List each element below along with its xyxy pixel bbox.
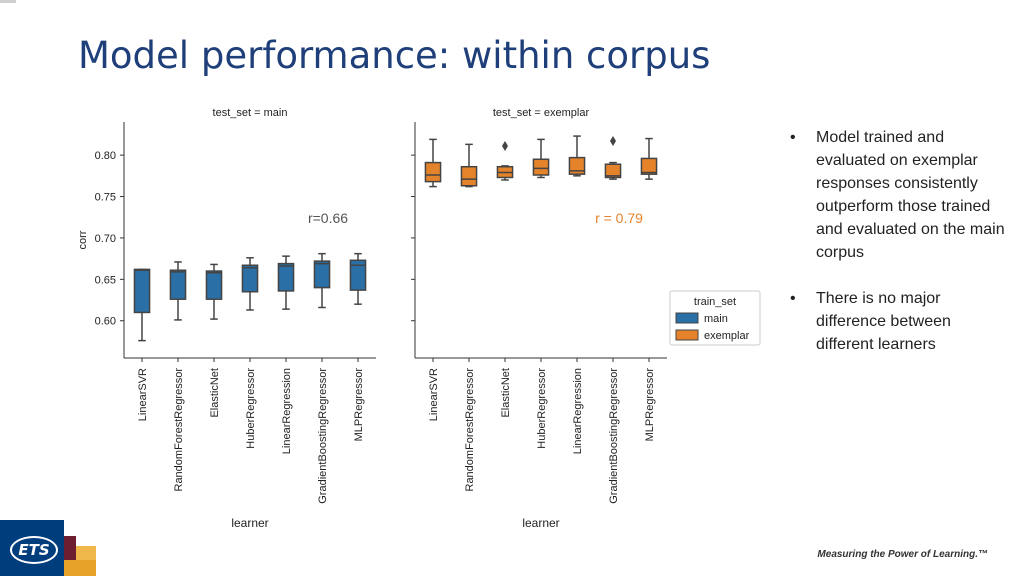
box-plot-chart: corr test_set = main 0.80 0.75 0.70 0.65 0.60 L… xyxy=(77,107,761,530)
box-LinearSVR xyxy=(424,161,442,183)
x-tick-label: RandomForestRegressor xyxy=(464,368,476,492)
logo-block-yellow xyxy=(64,560,96,576)
legend-swatch xyxy=(675,329,699,341)
x-tick-label: ElasticNet xyxy=(500,368,512,418)
x-tick-label: LinearRegression xyxy=(281,368,293,454)
box-HuberRegressor xyxy=(241,264,259,293)
logo-block-maroon xyxy=(64,536,76,560)
logo-text: ETS xyxy=(10,536,58,564)
box-LinearRegression xyxy=(568,156,586,175)
legend-label: exemplar xyxy=(704,330,750,342)
tagline: Measuring the Power of Learning.™ xyxy=(817,549,988,560)
legend-title: train_set xyxy=(694,296,736,308)
y-axis-label: corr xyxy=(77,230,89,249)
x-tick-label: ElasticNet xyxy=(209,368,221,418)
x-tick-label: HuberRegressor xyxy=(245,368,257,449)
y-tick-label: 0.70 xyxy=(95,233,116,245)
x-tick-label: LinearRegression xyxy=(572,368,584,454)
x-tick-label: HuberRegressor xyxy=(536,368,548,449)
box-LinearRegression xyxy=(277,262,295,292)
box-ElasticNet xyxy=(205,270,223,300)
y-tick-label: 0.75 xyxy=(95,192,116,204)
bullet-item: Model trained and evaluated on exemplar … xyxy=(790,126,1010,264)
box-LinearSVR xyxy=(133,268,151,314)
box-RandomForestRegressor xyxy=(169,269,187,300)
logo-block-yellow-light xyxy=(76,546,96,560)
outlier-point xyxy=(610,136,616,147)
box-HuberRegressor xyxy=(532,158,550,176)
x-tick-label: MLPRegressor xyxy=(644,368,656,442)
x-tick-label: GradientBoostingRegressor xyxy=(608,368,620,504)
box-RandomForestRegressor xyxy=(460,165,478,187)
slide-title: Model performance: within corpus xyxy=(78,34,711,77)
x-axis-label: learner xyxy=(522,516,559,530)
y-tick-label: 0.65 xyxy=(95,274,116,286)
x-tick-label: LinearSVR xyxy=(137,368,149,421)
box-MLPRegressor xyxy=(640,157,658,175)
outlier-point xyxy=(502,141,508,152)
bullet-list: Model trained and evaluated on exemplar … xyxy=(790,126,1010,379)
corner-accent xyxy=(0,0,16,3)
box-GradientBoostingRegressor xyxy=(604,163,622,179)
panel-title: test_set = exemplar xyxy=(493,107,590,119)
box-GradientBoostingRegressor xyxy=(313,260,331,289)
x-tick-label: RandomForestRegressor xyxy=(173,368,185,492)
correlation-annotation: r = 0.79 xyxy=(595,210,643,226)
x-tick-label: GradientBoostingRegressor xyxy=(317,368,329,504)
ets-logo: ETS xyxy=(0,520,96,576)
legend-label: main xyxy=(704,313,728,325)
x-tick-label: MLPRegressor xyxy=(353,368,365,442)
bullet-item: There is no major difference between dif… xyxy=(790,287,1010,356)
correlation-annotation: r=0.66 xyxy=(308,210,348,226)
panel-title: test_set = main xyxy=(213,107,288,119)
legend-swatch xyxy=(675,312,699,324)
x-axis-label: learner xyxy=(231,516,268,530)
x-tick-label: LinearSVR xyxy=(428,368,440,421)
box-MLPRegressor xyxy=(349,259,367,291)
y-tick-label: 0.60 xyxy=(95,316,116,328)
y-tick-label: 0.80 xyxy=(95,150,116,162)
